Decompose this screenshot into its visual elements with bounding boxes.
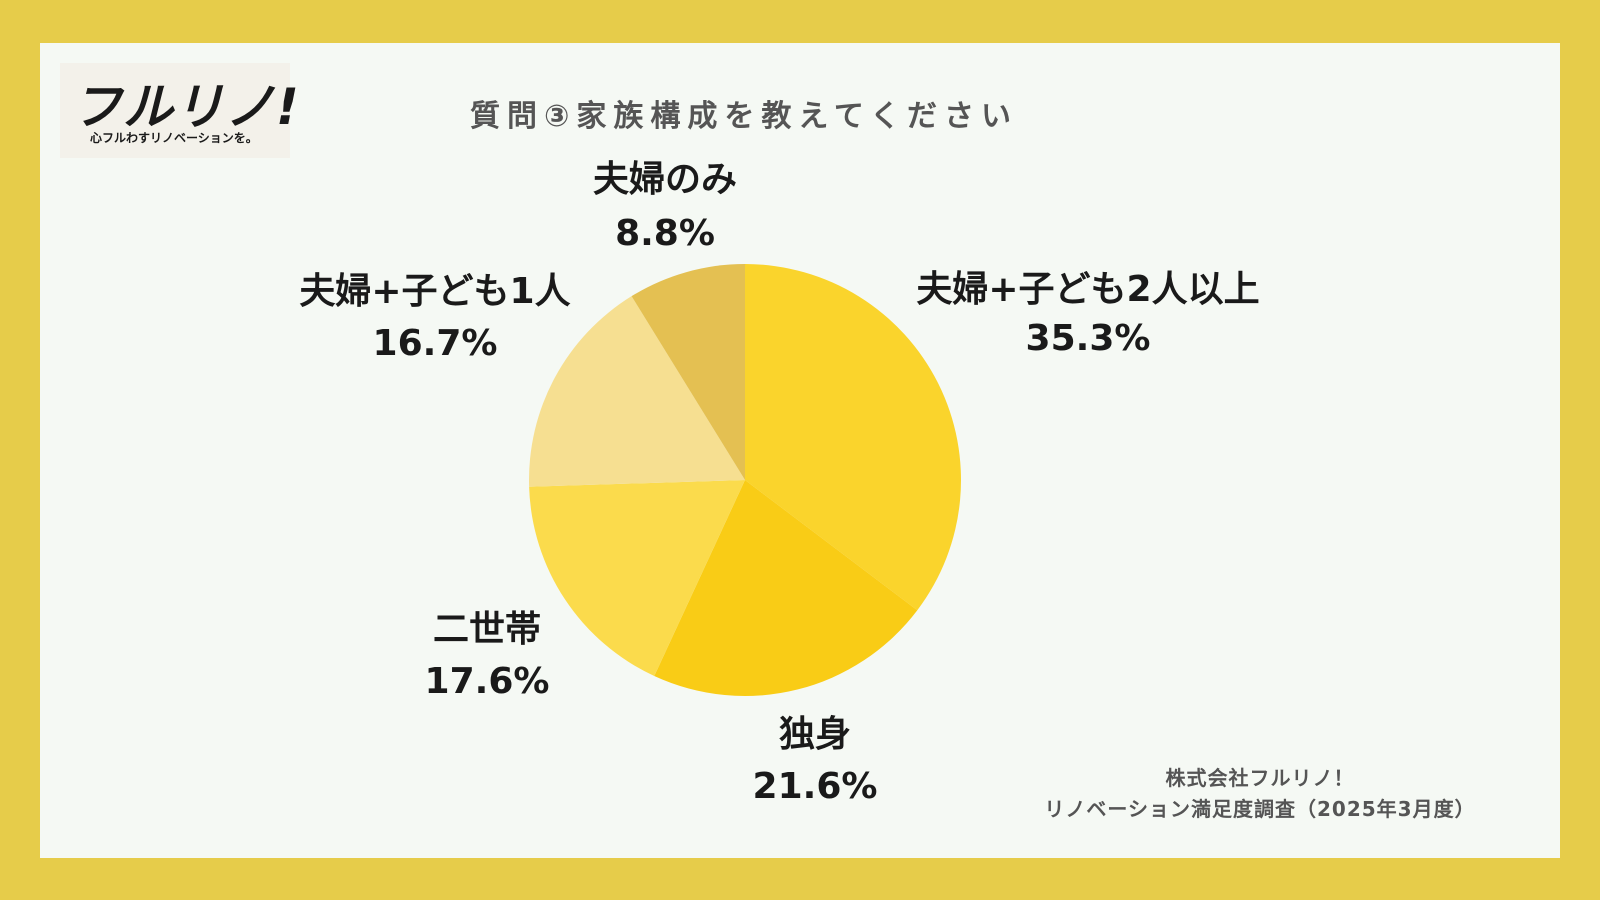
slice-value-label: 8.8% (615, 213, 715, 254)
pie-slice (529, 296, 745, 487)
slice-category-label: 夫婦のみ (593, 159, 737, 200)
source-line-2: リノベーション満足度調査（2025年3月度） (1044, 797, 1476, 821)
logo-mark: フルリノ! (72, 78, 300, 136)
slice-value-label: 17.6% (425, 661, 550, 702)
slice-category-label: 夫婦+子ども1人 (299, 271, 570, 312)
pie-slice (654, 480, 918, 696)
slice-category-label: 独身 (779, 714, 851, 755)
logo-tagline: 心フルわすリノベーションを。 (90, 131, 258, 145)
pie-slice (745, 264, 961, 611)
source-line-1: 株式会社フルリノ！ (1165, 766, 1355, 790)
source-note: 株式会社フルリノ！ リノベーション満足度調査（2025年3月度） (1000, 763, 1520, 825)
pie-chart: 夫婦+子ども2人以上 35.3% 独身 21.6% 二世帯 17.6% 夫婦+子ども1人 16… (299, 159, 1259, 807)
brand-logo: フルリノ! 心フルわすリノベーションを。 (60, 63, 299, 158)
pie-slice (529, 480, 745, 677)
pie-slice (631, 264, 745, 480)
chart-title: 質問③家族構成を教えてください (470, 99, 1018, 134)
chart-panel: フルリノ! 心フルわすリノベーションを。 質問③家族構成を教えてください 夫婦+… (40, 43, 1560, 858)
slice-category-label: 二世帯 (433, 609, 541, 650)
slice-value-label: 35.3% (1026, 318, 1151, 359)
slice-value-label: 21.6% (753, 766, 878, 807)
slice-category-label: 夫婦+子ども2人以上 (916, 269, 1259, 310)
slice-value-label: 16.7% (373, 323, 498, 364)
